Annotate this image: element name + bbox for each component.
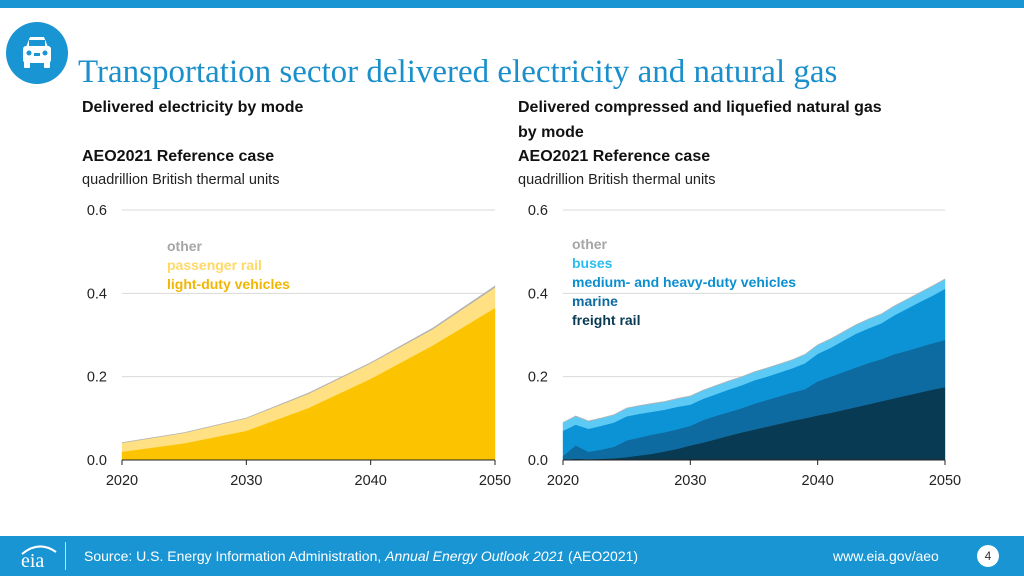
left-x-tick-label: 2030 (230, 473, 262, 489)
footer-url-link[interactable]: www.eia.gov/aeo (833, 548, 939, 564)
right-area-other (562, 278, 946, 423)
right-chart: 0.0 0.2 0.4 0.6 2020 2030 2040 2050 other buses me… (528, 203, 961, 489)
left-chart-heading: Delivered electricity by mode (82, 99, 304, 116)
left-chart: 0.0 0.2 0.4 0.6 2020 2030 2040 2050 other passeng… (87, 203, 511, 489)
right-legend-label: marine (572, 293, 618, 309)
left-legend-label: passenger rail (167, 257, 262, 273)
left-x-tick-label: 2050 (479, 473, 511, 489)
top-accent-bar (0, 0, 1024, 8)
left-y-tick-label: 0.2 (87, 370, 107, 386)
transport-logo (6, 22, 68, 84)
left-y-tick-label: 0.0 (87, 453, 107, 469)
right-chart-units: quadrillion British thermal units (518, 172, 716, 188)
right-chart-heading-line2: by mode (518, 124, 584, 141)
source-citation: Source: U.S. Energy Information Administ… (84, 548, 639, 564)
right-y-tick-label: 0.6 (528, 203, 548, 219)
right-legend-label: freight rail (572, 312, 640, 328)
left-legend-label: light-duty vehicles (167, 276, 290, 292)
right-y-tick-label: 0.2 (528, 370, 548, 386)
eia-logo-icon: eia (21, 545, 57, 572)
left-x-tick-label: 2020 (106, 473, 138, 489)
charts-canvas: 0.0 0.2 0.4 0.6 2020 2030 2040 2050 other passeng… (87, 203, 961, 489)
source-publication: Annual Energy Outlook 2021 (385, 548, 565, 564)
car-icon (23, 37, 51, 68)
left-legend-label: other (167, 238, 203, 254)
right-x-tick-label: 2020 (547, 473, 579, 489)
right-x-tick-label: 2050 (929, 473, 961, 489)
footer-separator (65, 542, 66, 570)
left-y-tick-label: 0.4 (87, 286, 107, 302)
left-area-other (121, 285, 496, 444)
right-y-tick-label: 0.0 (528, 453, 548, 469)
left-chart-case: AEO2021 Reference case (82, 148, 275, 165)
right-legend-label: other (572, 236, 608, 252)
left-chart-units: quadrillion British thermal units (82, 172, 280, 188)
right-x-tick-label: 2030 (674, 473, 706, 489)
right-legend-label: buses (572, 255, 613, 271)
left-x-tick-label: 2040 (355, 473, 387, 489)
page-number: 4 (977, 545, 999, 567)
right-chart-heading-line1: Delivered compressed and liquefied natur… (518, 99, 882, 116)
page-title: Transportation sector delivered electric… (78, 54, 838, 90)
eia-logo: eia (18, 542, 60, 575)
svg-text:eia: eia (21, 550, 44, 570)
footer-bar: eia Source: U.S. Energy Information Admi… (0, 536, 1024, 576)
right-legend-label: medium- and heavy-duty vehicles (572, 274, 796, 290)
left-y-tick-label: 0.6 (87, 203, 107, 219)
right-y-tick-label: 0.4 (528, 286, 548, 302)
right-x-tick-label: 2040 (802, 473, 834, 489)
right-chart-case: AEO2021 Reference case (518, 148, 711, 165)
